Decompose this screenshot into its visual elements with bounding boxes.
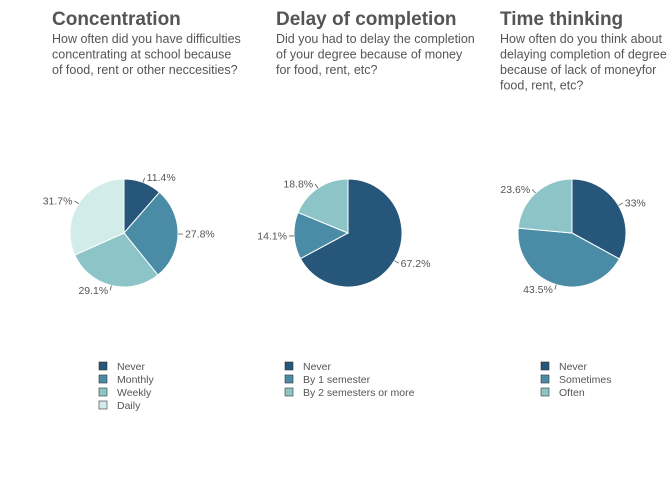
value-label: 43.5%: [523, 284, 553, 296]
legend-swatch: [99, 362, 107, 370]
legend-label: Never: [303, 361, 332, 373]
value-label: 33%: [625, 197, 646, 209]
chart-subtitle-line: How often did you have difficulties: [52, 32, 241, 46]
value-label: 67.2%: [401, 258, 431, 270]
chart-subtitle-line: of your degree because of money: [276, 48, 463, 62]
legend-label: Weekly: [117, 387, 152, 399]
legend-swatch: [99, 388, 107, 396]
value-label: 11.4%: [147, 172, 176, 184]
legend-swatch: [285, 388, 293, 396]
legend-label: Never: [559, 361, 588, 373]
legend-swatch: [541, 375, 549, 383]
value-label: 31.7%: [43, 195, 73, 207]
legend-label: Sometimes: [559, 374, 612, 386]
value-label-leader: [394, 261, 398, 264]
value-label-leader: [143, 178, 145, 183]
value-label-leader: [532, 189, 535, 193]
value-label-leader: [618, 203, 622, 206]
chart-subtitle-line: delaying completion of degree: [500, 48, 667, 62]
chart-subtitle-line: because of lack of moneyfor: [500, 63, 656, 77]
value-label-leader: [110, 286, 111, 291]
legend-label: Often: [559, 387, 585, 399]
value-label: 23.6%: [500, 184, 530, 196]
legend-swatch: [541, 362, 549, 370]
value-label: 27.8%: [185, 229, 215, 241]
pie-panel-1: Concentration How often did you have diff…: [43, 9, 241, 412]
value-label: 18.8%: [283, 178, 313, 190]
legend-swatch: [285, 375, 293, 383]
legend-label: Daily: [117, 400, 141, 412]
chart-subtitle-line: for food, rent, etc?: [276, 63, 377, 77]
legend-label: Never: [117, 361, 146, 373]
chart-title: Concentration: [52, 9, 181, 30]
chart-subtitle-line: food, rent, etc?: [500, 79, 583, 93]
pie-panel-2: Delay of completion Did you had to delay …: [257, 9, 474, 399]
chart-subtitle-line: How often do you think about: [500, 32, 662, 46]
legend-swatch: [285, 362, 293, 370]
legend-label: By 1 semester: [303, 374, 371, 386]
chart-subtitle-line: of food, rent or other neccesities?: [52, 63, 238, 77]
value-label: 29.1%: [78, 285, 108, 297]
legend-swatch: [541, 388, 549, 396]
chart-subtitle-line: concentrating at school because: [52, 48, 231, 62]
chart-title: Time thinking: [500, 9, 623, 30]
legend-label: Monthly: [117, 374, 155, 386]
value-label-leader: [555, 285, 556, 290]
legend-swatch: [99, 401, 107, 409]
value-label-leader: [315, 184, 318, 188]
value-label-leader: [74, 201, 78, 204]
chart-subtitle-line: Did you had to delay the completion: [276, 32, 475, 46]
legend-swatch: [99, 375, 107, 383]
legend-label: By 2 semesters or more: [303, 387, 415, 399]
value-label: 14.1%: [257, 231, 287, 243]
chart-title: Delay of completion: [276, 9, 457, 30]
pie-panel-3: Time thinking How often do you think abou…: [500, 9, 667, 399]
